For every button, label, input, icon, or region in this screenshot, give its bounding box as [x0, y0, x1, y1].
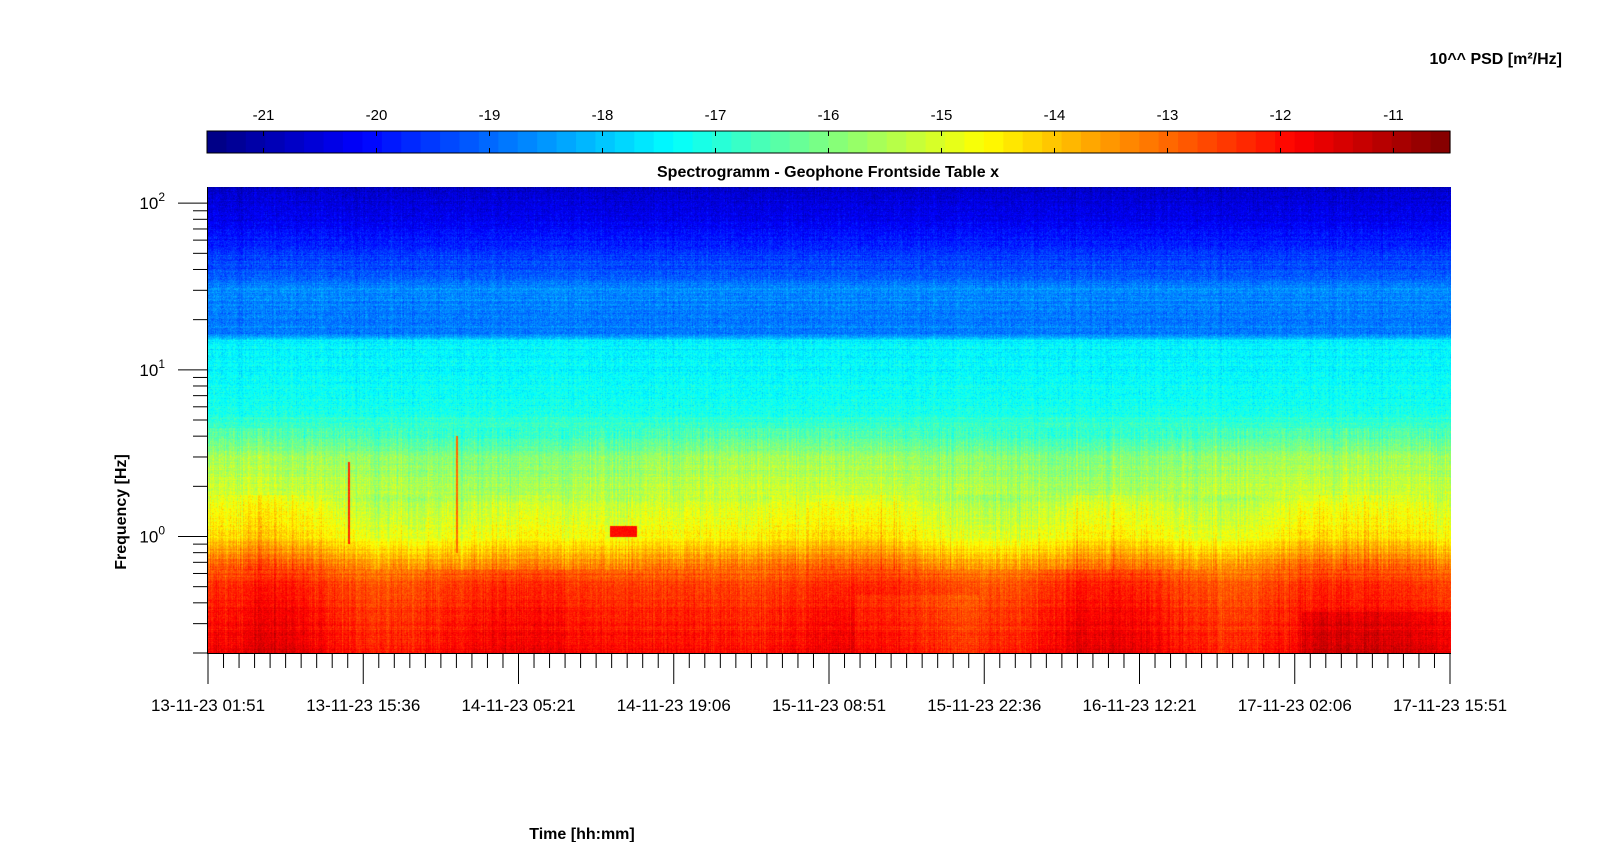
plot-area [207, 187, 1451, 654]
colorbar-cell [809, 131, 830, 153]
colorbar-cell [245, 131, 266, 153]
colorbar-tick-label: -13 [1157, 107, 1179, 124]
colorbar: -21 -20 -19 -18 -17 -16 -15 -14 -13 -12 -11 [206, 107, 1451, 154]
colorbar-cell [420, 131, 441, 153]
x-axis: 13-11-23 01:51 13-11-23 15:36 14-11-23 05:… [151, 653, 1507, 715]
colorbar-cell [867, 131, 888, 153]
colorbar-cell [1216, 131, 1237, 153]
colorbar-cell [614, 131, 635, 153]
x-tick-label: 14-11-23 05:21 [461, 696, 575, 715]
y-axis: 100 101 102 [139, 190, 207, 654]
colorbar-cell [1022, 131, 1043, 153]
colorbar-cell [595, 131, 616, 153]
colorbar-tick-label: -19 [479, 107, 501, 124]
y-tick-label: 100 [139, 524, 165, 547]
colorbar-tick-label: -14 [1044, 107, 1066, 124]
colorbar-cell [1275, 131, 1296, 153]
colorbar-cell [964, 131, 985, 153]
colorbar-cell [304, 131, 325, 153]
colorbar-cell [1139, 131, 1160, 153]
x-tick-label: 17-11-23 02:06 [1238, 696, 1352, 715]
x-tick-label: 15-11-23 08:51 [772, 696, 886, 715]
y-tick-label: 102 [139, 190, 165, 213]
colorbar-cell [653, 131, 674, 153]
colorbar-label: 10^^ PSD [m²/Hz] [1430, 51, 1562, 68]
colorbar-cell [556, 131, 577, 153]
colorbar-cell [1119, 131, 1140, 153]
colorbar-cell [1061, 131, 1082, 153]
colorbar-cell [1352, 131, 1373, 153]
colorbar-cell [983, 131, 1004, 153]
colorbar-cell [1100, 131, 1121, 153]
chart-title: Spectrogramm - Geophone Frontside Table … [657, 164, 999, 181]
colorbar-cell [945, 131, 966, 153]
colorbar-cell [1430, 131, 1451, 153]
colorbar-cell [1178, 131, 1199, 153]
colorbar-cell [925, 131, 946, 153]
colorbar-cell [1411, 131, 1432, 153]
colorbar-cell [847, 131, 868, 153]
colorbar-cell [517, 131, 538, 153]
colorbar-cell [673, 131, 694, 153]
x-tick-label: 14-11-23 19:06 [617, 696, 731, 715]
colorbar-cell [576, 131, 597, 153]
x-tick-label: 16-11-23 12:21 [1082, 696, 1196, 715]
colorbar-cell [265, 131, 286, 153]
colorbar-cell [1080, 131, 1101, 153]
colorbar-cell [440, 131, 461, 153]
colorbar-cell [323, 131, 344, 153]
colorbar-cell [284, 131, 305, 153]
colorbar-tick-label: -12 [1270, 107, 1292, 124]
x-tick-label: 17-11-23 15:51 [1393, 696, 1507, 715]
colorbar-tick-label: -20 [366, 107, 388, 124]
colorbar-cell [362, 131, 383, 153]
colorbar-cell [478, 131, 499, 153]
colorbar-cell [1158, 131, 1179, 153]
colorbar-cell [1314, 131, 1335, 153]
colorbar-cell [1372, 131, 1393, 153]
colorbar-cell [634, 131, 655, 153]
colorbar-cell [906, 131, 927, 153]
colorbar-cell [1255, 131, 1276, 153]
colorbar-cell [1333, 131, 1354, 153]
colorbar-cell [886, 131, 907, 153]
colorbar-cell [537, 131, 558, 153]
colorbar-cell [381, 131, 402, 153]
spectrogram-heatmap [208, 187, 1451, 653]
y-axis-label: Frequency [Hz] [113, 454, 130, 570]
colorbar-cell [1391, 131, 1412, 153]
colorbar-cell [401, 131, 422, 153]
colorbar-cell [789, 131, 810, 153]
colorbar-cell [226, 131, 247, 153]
colorbar-cell [828, 131, 849, 153]
colorbar-gradient [207, 131, 1451, 153]
colorbar-cell [1197, 131, 1218, 153]
colorbar-cell [342, 131, 363, 153]
colorbar-cell [750, 131, 771, 153]
colorbar-cell [731, 131, 752, 153]
colorbar-cell [207, 131, 228, 153]
colorbar-cell [692, 131, 713, 153]
x-axis-label: Time [hh:mm] [529, 826, 634, 842]
colorbar-cell [498, 131, 519, 153]
colorbar-cell [1236, 131, 1257, 153]
x-tick-label: 13-11-23 01:51 [151, 696, 265, 715]
colorbar-tick-label: -11 [1383, 107, 1404, 124]
colorbar-cell [459, 131, 480, 153]
colorbar-cell [1294, 131, 1315, 153]
colorbar-cell [770, 131, 791, 153]
colorbar-tick-label: -15 [931, 107, 953, 124]
colorbar-tick-label: -16 [818, 107, 840, 124]
colorbar-cell [711, 131, 732, 153]
colorbar-tick-label: -18 [592, 107, 614, 124]
colorbar-ticks: -21 -20 -19 -18 -17 -16 -15 -14 -13 -12 -11 [253, 107, 1404, 153]
y-tick-label: 101 [139, 357, 165, 380]
x-tick-label: 15-11-23 22:36 [927, 696, 1041, 715]
x-tick-label: 13-11-23 15:36 [306, 696, 420, 715]
colorbar-tick-label: -17 [705, 107, 727, 124]
colorbar-tick-label: -21 [253, 107, 275, 124]
colorbar-cell [1003, 131, 1024, 153]
colorbar-cell [1042, 131, 1063, 153]
